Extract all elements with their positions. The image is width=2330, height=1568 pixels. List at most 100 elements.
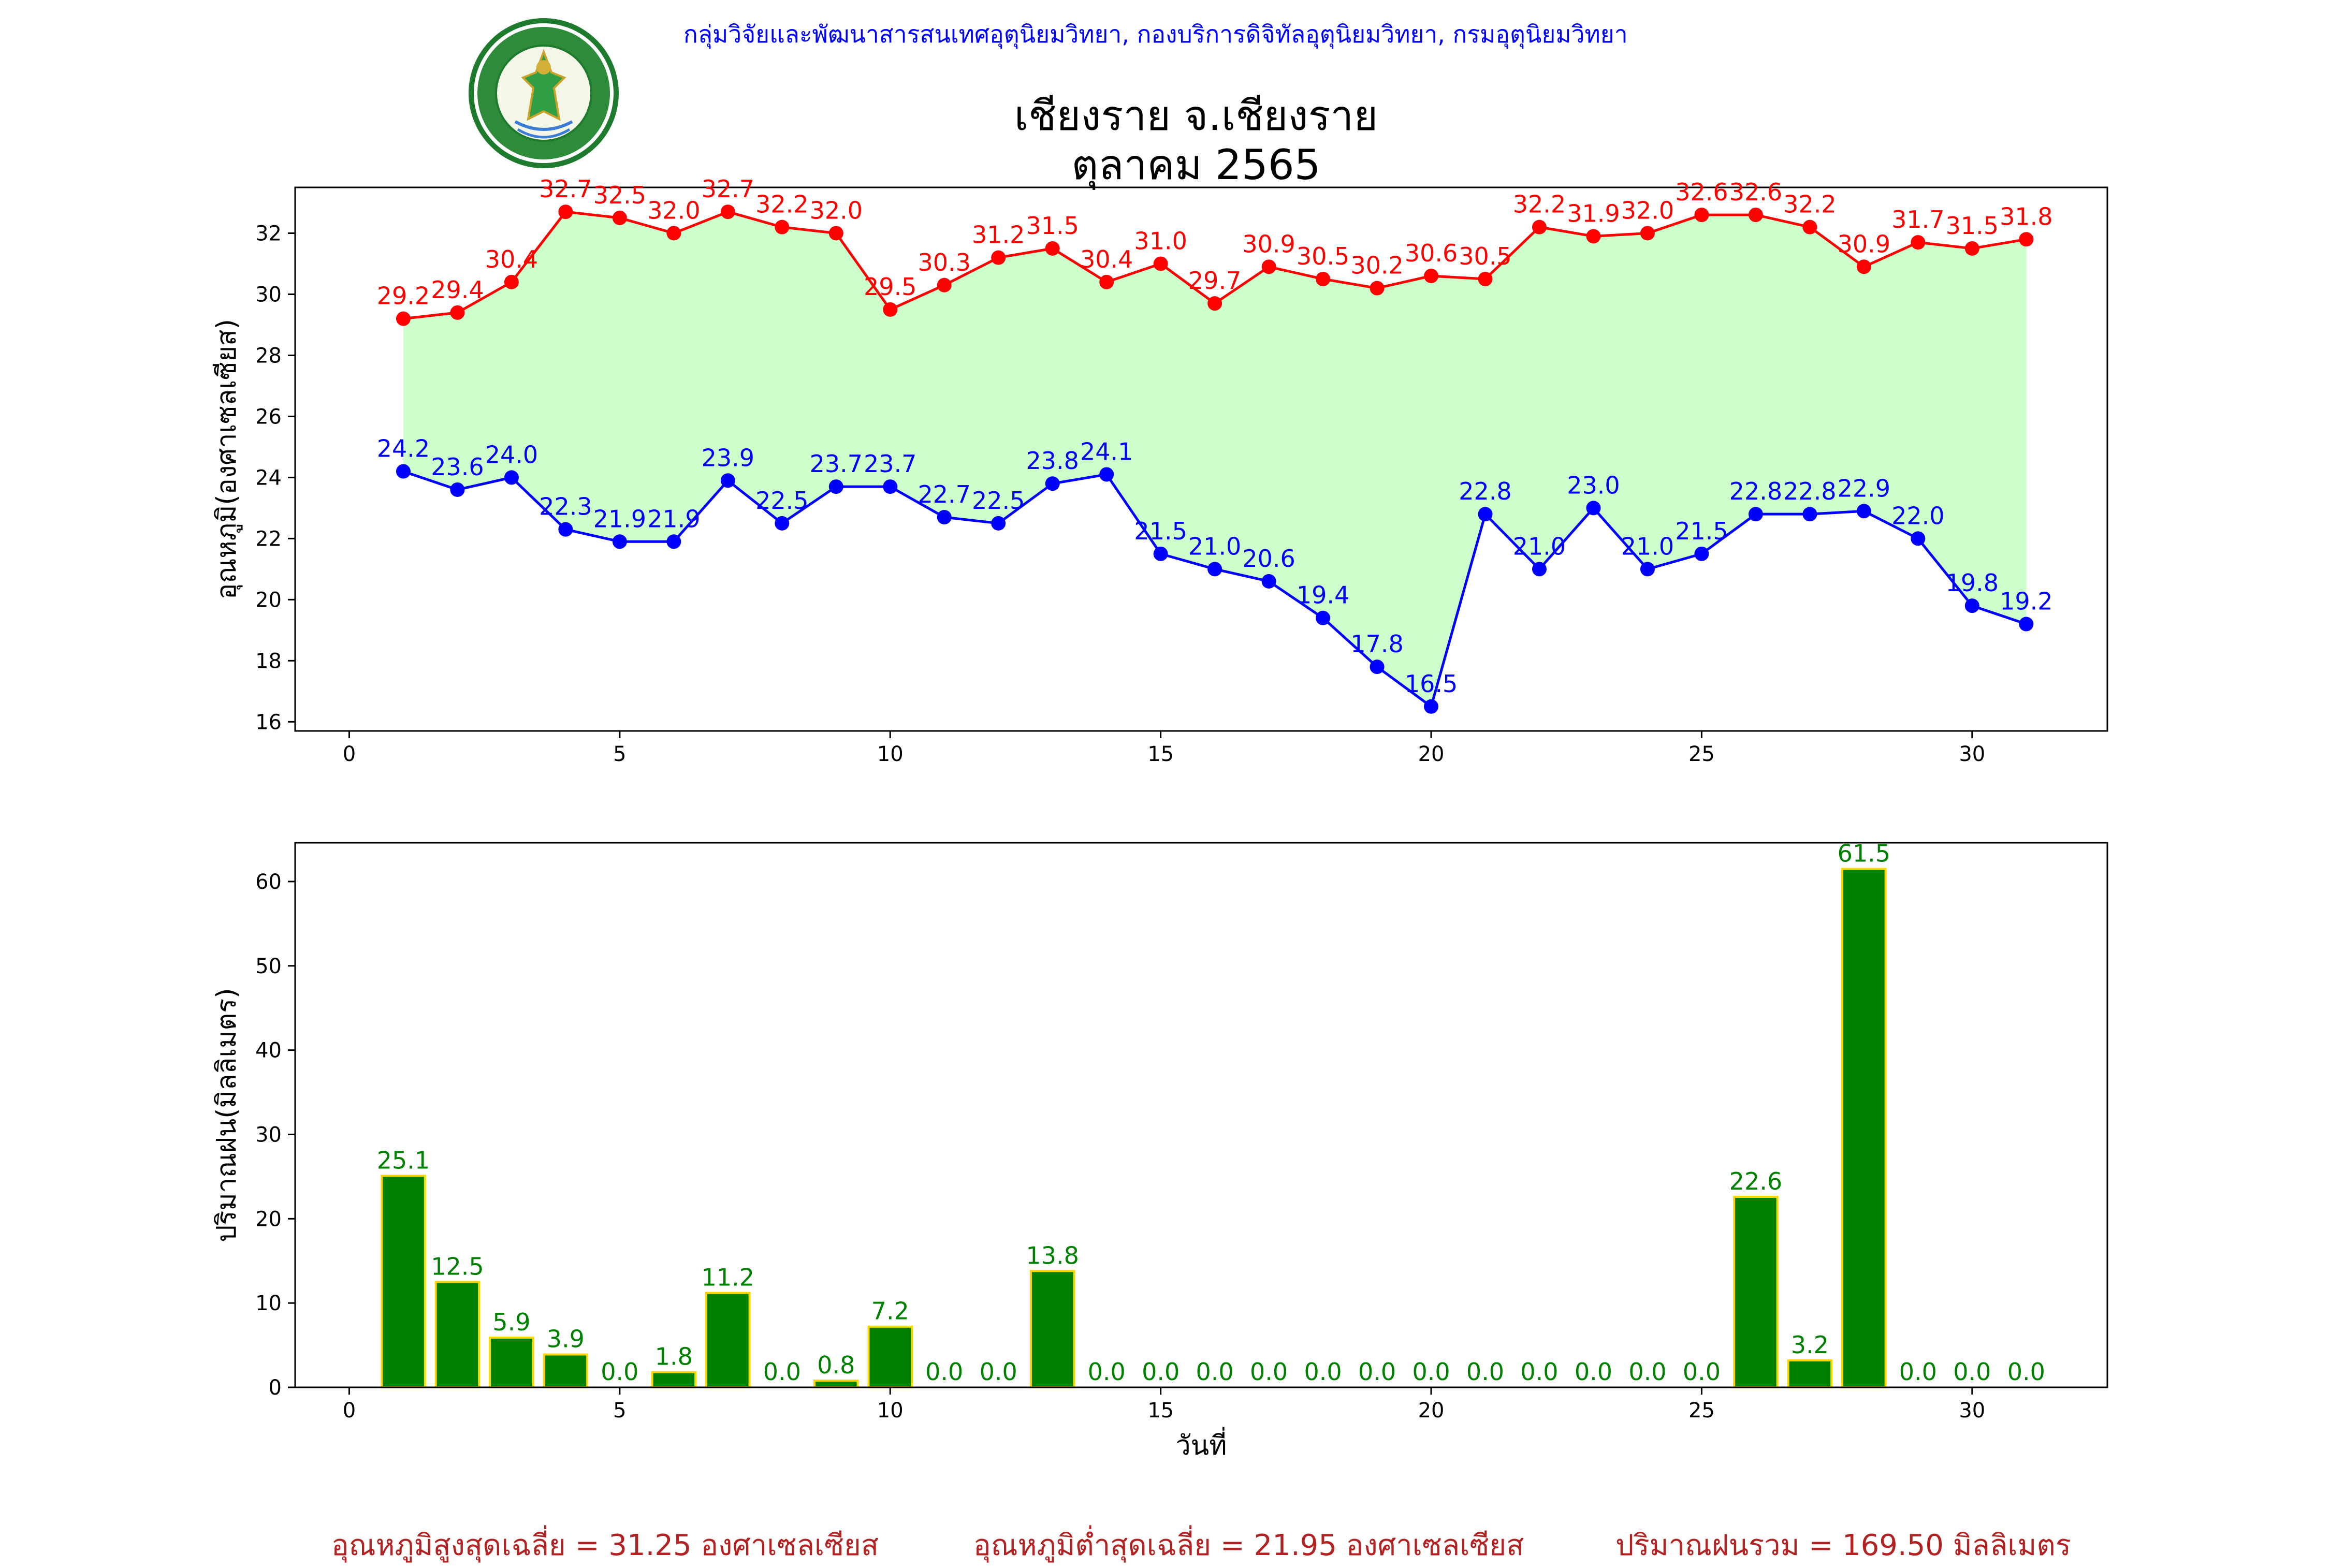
max-temp-label: 30.5 [1459,242,1511,270]
max-temp-point [991,250,1006,265]
max-temp-point [1532,219,1547,235]
rain-x-tick-label: 30 [1959,1399,1985,1423]
min-temp-label: 19.8 [1946,569,1999,597]
min-temp-label: 24.1 [1080,437,1133,465]
rain-plot-frame [294,842,2108,1388]
max-temp-label: 29.7 [1188,267,1241,295]
max-temp-point [1045,241,1060,256]
max-temp-point [1370,281,1385,296]
rain-bar-label: 3.9 [547,1325,585,1353]
min-temp-point [666,534,681,549]
rain-bar [1029,1270,1075,1388]
max-temp-point [1748,208,1763,223]
max-temp-point [1694,208,1709,223]
max-temp-point [720,204,735,219]
max-temp-point [396,311,411,326]
rain-bar-label: 0.0 [601,1358,638,1386]
max-temp-label: 31.9 [1567,199,1620,227]
max-temp-label: 30.2 [1350,252,1403,280]
min-temp-label: 24.2 [377,435,430,463]
max-temp-label: 32.2 [1513,190,1566,218]
rain-y-axis-label: ปริมาณฝน(มิลลิเมตร) [211,988,242,1242]
min-temp-label: 21.9 [647,505,700,533]
min-temp-label: 21.5 [1134,517,1187,545]
min-temp-point [1424,699,1439,714]
min-temp-point [1856,504,1871,519]
chart-title-period: ตุลาคม 2565 [1071,141,1321,189]
rain-bar-label: 13.8 [1026,1241,1079,1269]
rain-bar-label: 3.2 [1791,1331,1829,1359]
rain-bar-label: 0.0 [1196,1358,1234,1386]
min-temp-label: 22.7 [918,480,971,508]
rain-bar-label: 0.0 [1628,1358,1666,1386]
rain-bar-label: 0.0 [1250,1358,1288,1386]
min-temp-point [1532,562,1547,577]
rain-bar-label: 7.2 [871,1297,909,1325]
min-temp-label: 23.7 [864,450,916,478]
rain-x-tick-label: 15 [1147,1399,1174,1423]
rain-bar-label: 25.1 [377,1146,430,1174]
temp-y-tick-label: 22 [255,527,282,551]
min-temp-label: 22.3 [539,493,592,521]
rain-x-axis-label: วันที่ [1175,1427,1227,1461]
temp-y-tick-label: 32 [255,222,282,245]
chart-title-station: เชียงราย จ.เชียงราย [1014,92,1378,140]
min-temp-label: 22.0 [1891,502,1944,530]
min-temp-point [1640,562,1655,577]
rain-y-tick-label: 60 [255,870,282,894]
min-temp-point [1586,501,1601,516]
max-temp-point [1099,274,1114,289]
max-temp-point [1207,296,1222,311]
temperature-chart: 0 5 10 15 20 25 30 16 18 20 22 24 26 28 30 32 อุณหภูมิ(อ… [211,175,2108,766]
rainfall-chart: 25.1 12.5 5.9 3.9 0.0 1.8 11.2 0.0 0.8 7.2 0.0 0.0 1… [211,839,2108,1461]
temp-y-tick-label: 20 [255,588,282,612]
temp-y-tick-label: 18 [255,649,282,673]
temp-y-tick-label: 24 [255,466,282,490]
max-temp-label: 32.6 [1675,178,1728,206]
min-temp-point [775,516,790,531]
rain-bar-label: 0.0 [763,1358,801,1386]
rain-bar-label: 0.0 [1953,1358,1991,1386]
total-rain-summary: ปริมาณฝนรวม = 169.50 มิลลิเมตร [1615,1529,2071,1562]
max-temp-label: 30.3 [918,248,971,276]
rain-y-tick-label: 40 [255,1039,282,1063]
min-temp-point [828,479,843,494]
temp-x-tick-label: 15 [1147,742,1174,766]
max-temp-point [1964,241,1979,256]
temp-y-tick-label: 28 [255,344,282,368]
min-temp-point [396,464,411,479]
max-temp-label: 30.9 [1242,230,1295,258]
min-temp-point [1261,574,1276,589]
rain-bar-label: 0.0 [1899,1358,1937,1386]
min-temp-point [1316,610,1331,625]
max-temp-point [666,226,681,241]
max-temp-label: 32.2 [755,190,808,218]
avg-min-temp-summary: อุณหภูมิต่ำสุดเฉลี่ย = 21.95 องศาเซลเซีย… [973,1529,1524,1562]
max-temp-label: 31.5 [1026,212,1079,240]
max-temp-point [828,226,843,241]
rain-bar [1841,868,1887,1389]
min-temp-point [612,534,627,549]
min-temp-label: 22.5 [755,487,808,515]
rain-bar [705,1292,751,1388]
rain-bar [867,1325,913,1389]
temp-x-tick-label: 25 [1688,742,1715,766]
rain-bar [651,1371,697,1388]
min-temp-label: 22.5 [972,487,1025,515]
max-temp-label: 29.2 [377,282,430,310]
rain-bar-label: 5.9 [492,1308,530,1336]
temp-x-tick-label: 30 [1959,742,1985,766]
min-temp-label: 23.7 [810,450,863,478]
rain-x-tick-label: 25 [1688,1399,1715,1423]
max-temp-point [937,277,952,292]
temp-plot-frame [294,186,2108,732]
rain-bar [489,1336,534,1388]
rain-bar [434,1281,480,1389]
min-temp-label: 23.0 [1567,471,1620,499]
rain-bar [813,1379,859,1389]
max-temp-point [1424,269,1439,284]
min-temp-point [1802,507,1817,522]
max-temp-point [504,274,519,289]
rain-x-tick-label: 10 [877,1399,904,1423]
min-temp-label: 23.6 [431,453,484,481]
